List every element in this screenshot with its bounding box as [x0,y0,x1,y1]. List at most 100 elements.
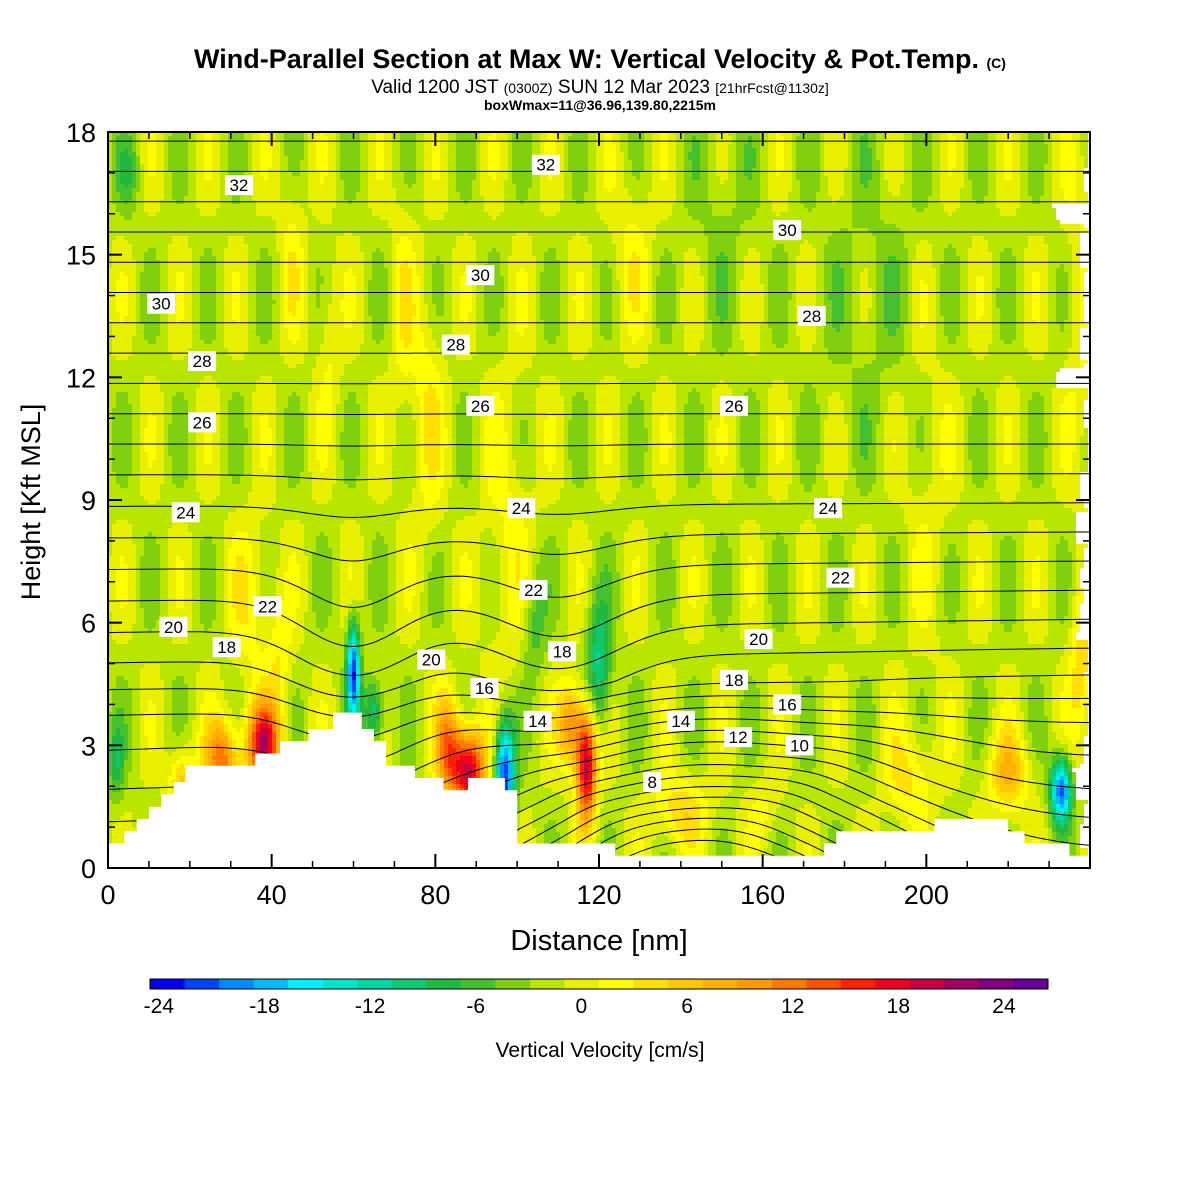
colorbar-tick-label: -24 [144,995,175,1018]
contour-label-box [666,710,695,731]
contour-label-box [466,265,495,286]
y-tick-label: 3 [81,731,96,761]
contour-label-text: 28 [802,307,821,326]
colorbar: -24 -18 -12 -6 0 6 12 18 24 [144,978,1049,1018]
colorbar-tick-label: 24 [992,995,1016,1018]
contour-label-text: 10 [790,736,809,755]
contour-label-box [441,334,470,355]
contour-label-box [466,395,495,416]
contour-label-text: 18 [217,638,236,657]
contour-label: 32 [531,154,560,175]
colorbar-swatch [875,979,911,989]
colorbar-tick-label: 12 [781,995,804,1018]
x-tick-label: 200 [904,880,949,910]
box-info: boxWmax=11@36.96,139.80,2215m [484,97,716,113]
contour-label: 22 [826,567,855,588]
colorbar-swatch [737,979,773,989]
contour-label-text: 22 [258,597,277,616]
contour-label-box [470,678,499,699]
contour-label-text: 30 [471,266,490,285]
contour-label: 30 [773,220,802,241]
colorbar-swatch [978,979,1014,989]
y-tick-label: 12 [66,363,96,393]
contour-label-box [253,596,282,617]
contour-label-box [720,395,749,416]
colorbar-swatch [391,979,427,989]
y-tick-label: 9 [81,486,96,516]
colorbar-label: Vertical Velocity [cm/s] [496,1039,705,1062]
colorbar-swatch [806,979,842,989]
colorbar-swatch [840,979,876,989]
contour-label-box [643,772,662,793]
contour-label-text: 16 [475,679,494,698]
contour-label-text: 20 [422,650,441,669]
contour-label-text: 16 [778,695,797,714]
contour-label: 24 [507,498,536,519]
contour-label-box [531,154,560,175]
contour-label-text: 20 [164,618,183,637]
contour-label: 28 [441,334,470,355]
terrain [108,712,1090,868]
colorbar-swatch [633,979,669,989]
contour-label-text: 30 [152,295,171,314]
colorbar-tick-label: -18 [249,995,279,1018]
contour-label-box [171,502,200,523]
x-tick-label: 0 [100,880,115,910]
valid-utc: (0300Z) [503,80,553,96]
colorbar-swatch [460,979,496,989]
contour-label-text: 26 [193,413,212,432]
colorbar-frame [149,978,1049,990]
contour-label-box [785,735,814,756]
y-tick-label: 6 [81,609,96,639]
terrain-fill [108,712,1090,868]
contour-label-box [720,669,749,690]
contour-label: 26 [720,395,749,416]
contour-label-text: 12 [729,728,748,747]
contour-label-box [744,629,773,650]
colorbar-swatch [219,979,255,989]
contour-label-box [548,641,577,662]
colorbar-swatch [1013,979,1049,989]
contour-label: 16 [773,694,802,715]
contour-label-box [523,710,552,731]
colorbar-swatch [529,979,565,989]
colorbar-swatch [564,979,600,989]
x-axis-label: Distance [nm] [510,925,687,957]
colorbar-swatch [702,979,738,989]
contour-label-text: 26 [725,397,744,416]
contour-label-text: 30 [778,221,797,240]
y-tick-label: 0 [81,854,96,884]
contour-label-text: 18 [553,642,572,661]
contour-label-text: 32 [229,176,248,195]
contour-label: 28 [797,306,826,326]
colorbar-swatch [288,979,324,989]
x-tick-label: 40 [257,880,287,910]
contour-label-box [826,567,855,588]
contour-label-text: 26 [471,397,490,416]
contour-label-box [188,412,217,433]
colorbar-swatch [599,979,635,989]
y-tick-label: 18 [66,118,96,148]
contour-label: 10 [785,735,814,756]
contour-label-text: 14 [528,712,547,731]
valid-prefix: Valid 1200 JST [371,77,499,98]
contour-label: 22 [253,596,282,617]
contour-label: 14 [523,710,552,731]
colorbar-tick-label: 6 [681,995,693,1018]
contour-label: 16 [470,678,499,699]
contour-label-text: 28 [193,352,212,371]
contour-label-box [147,293,176,314]
contour-labels: 32 32 30 30 30 28 28 28 26 26 26 24 24 24 22 22 22 20 20 20… [147,154,855,793]
contour-label: 18 [720,669,749,690]
colorbar-swatch [909,979,945,989]
contour-label-text: 24 [512,499,531,518]
contour-label-box [507,498,536,519]
contour-label-box [159,616,188,637]
contour-label-box [773,220,802,241]
contour-label-text: 14 [671,712,690,731]
title-main: Wind-Parallel Section at Max W: Vertical… [194,44,979,74]
colorbar-swatch [771,979,807,989]
contour-label-text: 24 [819,499,838,518]
colorbar-swatch [150,979,186,989]
colorbar-swatch [253,979,289,989]
